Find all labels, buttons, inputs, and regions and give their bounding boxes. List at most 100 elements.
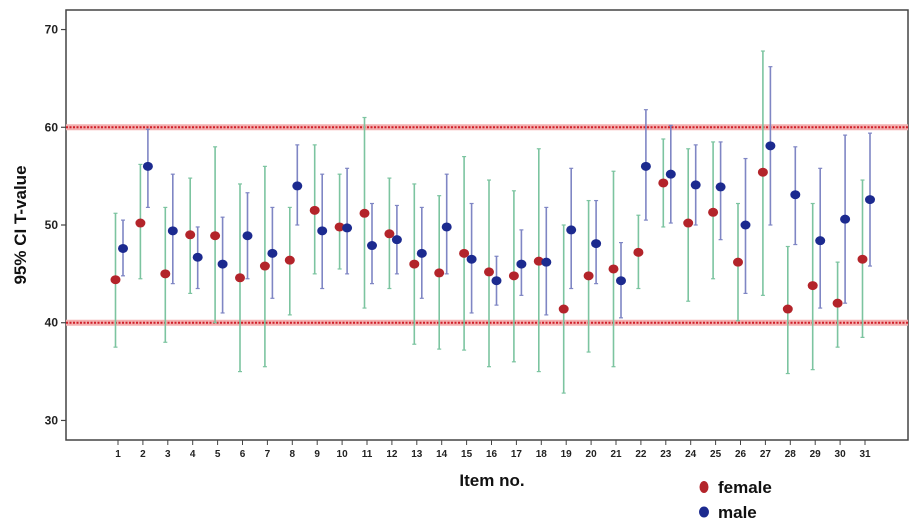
x-tick-label: 11 xyxy=(362,449,373,460)
mean-point-female xyxy=(235,273,245,283)
mean-point-female xyxy=(434,268,445,278)
mean-point-female xyxy=(259,261,270,271)
mean-point-female xyxy=(832,298,843,308)
mean-point-male xyxy=(815,236,826,246)
y-tick-label: 50 xyxy=(45,218,59,232)
x-tick-label: 17 xyxy=(511,449,523,460)
mean-point-male xyxy=(292,181,303,191)
x-tick-label: 12 xyxy=(386,449,398,460)
y-axis: 30 40 50 60 70 xyxy=(45,23,66,427)
mean-point-female xyxy=(334,222,345,232)
x-tick-label: 31 xyxy=(859,449,871,460)
mean-point-female xyxy=(558,304,569,314)
mean-point-male xyxy=(566,225,577,235)
legend-item-female: female xyxy=(699,478,772,497)
x-tick-label: 10 xyxy=(337,449,349,460)
legend-marker-male xyxy=(699,506,709,518)
mean-point-female xyxy=(409,259,420,269)
mean-point-female xyxy=(284,255,295,265)
mean-point-female xyxy=(708,207,719,217)
mean-point-female xyxy=(508,271,519,281)
mean-point-male xyxy=(391,235,402,245)
x-tick-label: 15 xyxy=(461,449,473,460)
x-tick-label: 7 xyxy=(265,449,271,460)
y-axis-title: 95% CI T-value xyxy=(11,165,30,284)
mean-point-female xyxy=(782,304,793,314)
plot-area xyxy=(65,9,909,441)
legend-item-male: male xyxy=(699,503,757,522)
mean-point-male xyxy=(267,248,278,258)
mean-point-female xyxy=(210,231,221,241)
legend-label-male: male xyxy=(718,503,757,522)
mean-point-male xyxy=(118,243,128,253)
x-tick-label: 25 xyxy=(710,449,722,460)
x-tick-label: 22 xyxy=(635,449,647,460)
mean-point-male xyxy=(192,252,203,262)
legend: female male xyxy=(699,478,772,522)
mean-point-female xyxy=(484,267,494,277)
mean-point-male xyxy=(790,190,801,200)
mean-point-male xyxy=(441,222,452,232)
mean-point-male xyxy=(640,161,651,171)
x-tick-label: 26 xyxy=(735,449,747,460)
mean-point-male xyxy=(865,195,875,205)
x-tick-label: 27 xyxy=(760,449,772,460)
mean-point-female xyxy=(135,218,146,228)
mean-point-female xyxy=(359,208,370,218)
x-tick-label: 24 xyxy=(685,449,697,460)
mean-point-female xyxy=(608,264,619,274)
mean-point-male xyxy=(740,220,751,230)
mean-point-female xyxy=(807,281,818,291)
mean-point-female xyxy=(533,256,544,266)
x-axis-title: Item no. xyxy=(459,471,524,490)
mean-point-female xyxy=(857,254,868,264)
mean-points xyxy=(110,141,875,314)
mean-point-male xyxy=(217,259,228,269)
mean-point-male xyxy=(416,248,427,258)
mean-point-female xyxy=(633,247,644,257)
mean-point-male xyxy=(367,241,377,251)
mean-point-male xyxy=(167,226,178,236)
mean-point-male xyxy=(616,276,626,286)
mean-point-female xyxy=(757,167,768,177)
mean-point-male xyxy=(317,226,328,236)
mean-point-male xyxy=(466,254,477,264)
mean-point-male xyxy=(715,182,726,192)
x-tick-label: 21 xyxy=(610,449,622,460)
x-tick-label: 9 xyxy=(314,449,320,460)
mean-point-female xyxy=(160,269,171,279)
legend-label-female: female xyxy=(718,478,772,497)
mean-point-female xyxy=(459,248,470,258)
mean-point-male xyxy=(541,257,552,267)
x-tick-label: 23 xyxy=(660,449,672,460)
mean-point-female xyxy=(110,275,121,285)
x-tick-label: 6 xyxy=(240,449,246,460)
mean-point-male xyxy=(591,239,602,249)
y-tick-label: 40 xyxy=(45,316,59,330)
x-tick-label: 8 xyxy=(290,449,296,460)
mean-point-male xyxy=(665,169,676,179)
mean-point-male xyxy=(242,231,253,241)
mean-point-female xyxy=(658,178,669,188)
x-tick-label: 1 xyxy=(115,449,121,460)
mean-point-female xyxy=(309,205,320,215)
mean-point-female xyxy=(185,230,196,240)
x-tick-label: 14 xyxy=(436,449,448,460)
x-tick-label: 28 xyxy=(785,449,797,460)
y-tick-label: 70 xyxy=(45,23,59,37)
reference-lines xyxy=(66,124,908,326)
x-tick-label: 29 xyxy=(810,449,822,460)
mean-point-male xyxy=(142,161,153,171)
mean-point-male xyxy=(840,214,851,224)
x-tick-label: 16 xyxy=(486,449,498,460)
x-tick-label: 18 xyxy=(536,449,548,460)
x-tick-label: 30 xyxy=(835,449,847,460)
y-tick-label: 30 xyxy=(45,413,59,427)
mean-point-male xyxy=(765,141,776,151)
mean-point-female xyxy=(733,257,743,267)
x-tick-label: 13 xyxy=(411,449,423,460)
x-tick-label: 19 xyxy=(561,449,573,460)
x-axis: 1 2 3 4 5 6 7 8 9 10 11 12 13 14 15 16 17 18 19 20 21 22 23 24 2… xyxy=(115,440,871,460)
x-tick-label: 3 xyxy=(165,449,171,460)
